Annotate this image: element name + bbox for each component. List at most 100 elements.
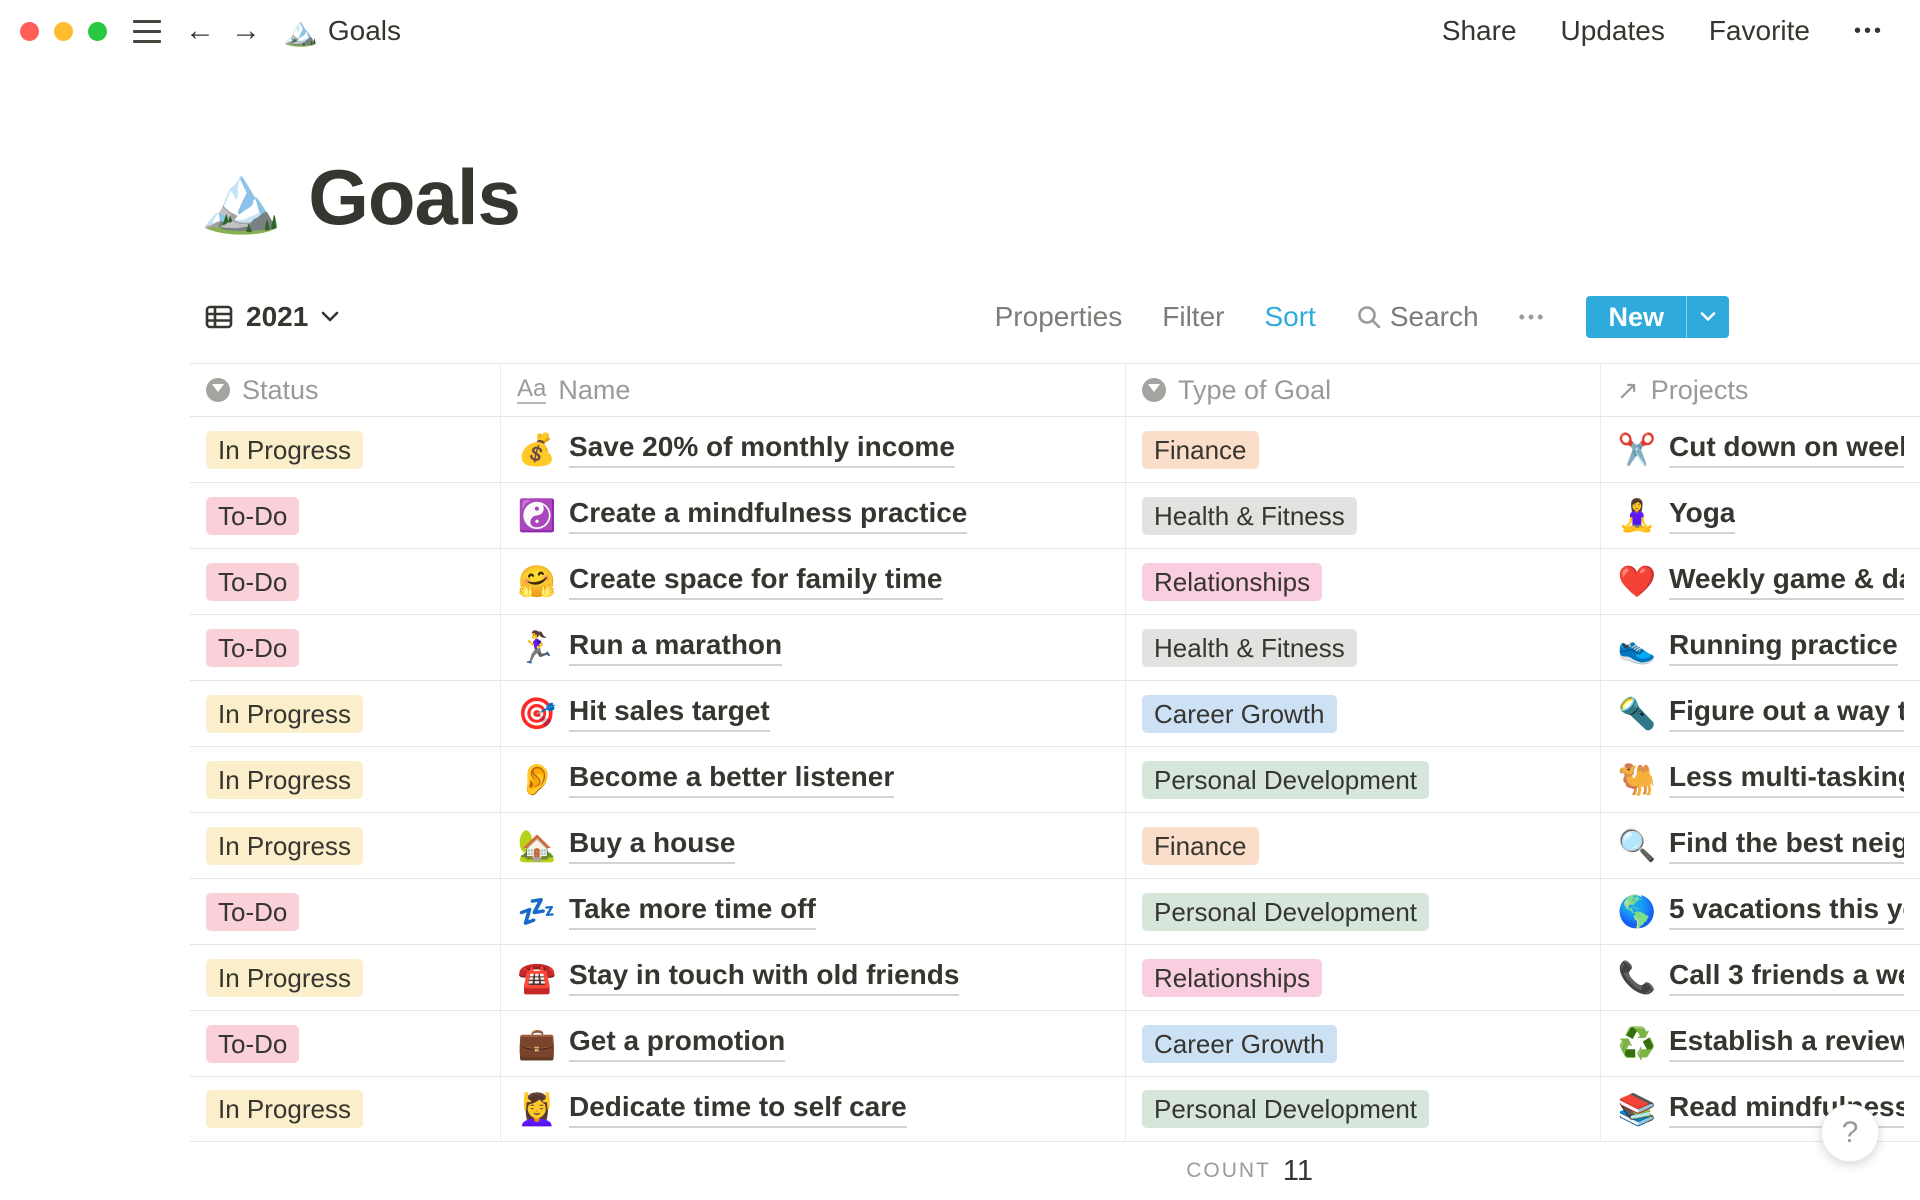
status-cell[interactable]: In Progress	[190, 681, 500, 746]
status-cell[interactable]: In Progress	[190, 945, 500, 1010]
share-button[interactable]: Share	[1441, 15, 1517, 46]
properties-button[interactable]: Properties	[994, 301, 1123, 332]
goal-page-link[interactable]: Become a better listener	[569, 761, 895, 798]
name-cell[interactable]: ☯️ Create a mindfulness practice	[500, 483, 1125, 548]
type-of-goal-cell[interactable]: Finance	[1125, 813, 1600, 878]
status-cell[interactable]: To-Do	[190, 615, 500, 680]
projects-cell[interactable]: 🧘‍♀️ Yoga	[1600, 483, 1920, 548]
projects-cell[interactable]: 🔦 Figure out a way to g	[1600, 681, 1920, 746]
projects-cell[interactable]: 🌎 5 vacations this yea	[1600, 879, 1920, 944]
type-badge[interactable]: Health & Fitness	[1142, 628, 1357, 667]
status-cell[interactable]: In Progress	[190, 1077, 500, 1141]
name-cell[interactable]: 🎯 Hit sales target	[500, 681, 1125, 746]
breadcrumb[interactable]: 🏔️ Goals	[283, 15, 401, 48]
status-cell[interactable]: To-Do	[190, 879, 500, 944]
projects-cell[interactable]: ♻️ Establish a review c	[1600, 1011, 1920, 1076]
project-page-link[interactable]: Less multi-tasking	[1669, 761, 1904, 798]
column-header-status[interactable]: Status	[190, 364, 500, 416]
status-badge[interactable]: In Progress	[206, 694, 363, 733]
project-page-link[interactable]: 5 vacations this yea	[1669, 893, 1904, 930]
status-cell[interactable]: To-Do	[190, 483, 500, 548]
page-emoji-icon[interactable]: 🏔️	[200, 160, 283, 235]
name-cell[interactable]: 💼 Get a promotion	[500, 1011, 1125, 1076]
type-badge[interactable]: Personal Development	[1142, 760, 1430, 799]
forward-arrow-icon[interactable]: →	[231, 14, 261, 47]
status-badge[interactable]: To-Do	[206, 562, 300, 601]
favorite-button[interactable]: Favorite	[1708, 15, 1810, 46]
project-page-link[interactable]: Call 3 friends a wee	[1669, 959, 1904, 996]
status-cell[interactable]: In Progress	[190, 813, 500, 878]
status-badge[interactable]: To-Do	[206, 892, 300, 931]
name-cell[interactable]: 🏡 Buy a house	[500, 813, 1125, 878]
type-badge[interactable]: Relationships	[1142, 958, 1323, 997]
goal-page-link[interactable]: Get a promotion	[569, 1025, 786, 1062]
view-options-icon[interactable]: •••	[1518, 306, 1547, 327]
name-cell[interactable]: 🏃‍♀️ Run a marathon	[500, 615, 1125, 680]
type-badge[interactable]: Career Growth	[1142, 1024, 1337, 1063]
name-cell[interactable]: 👂 Become a better listener	[500, 747, 1125, 812]
type-of-goal-cell[interactable]: Personal Development	[1125, 879, 1600, 944]
minimize-window-button[interactable]	[54, 21, 73, 41]
goal-page-link[interactable]: Take more time off	[569, 893, 816, 930]
back-arrow-icon[interactable]: ←	[185, 14, 215, 47]
type-of-goal-cell[interactable]: Personal Development	[1125, 1077, 1600, 1141]
type-of-goal-cell[interactable]: Relationships	[1125, 945, 1600, 1010]
name-cell[interactable]: 🤗 Create space for family time	[500, 549, 1125, 614]
type-badge[interactable]: Health & Fitness	[1142, 496, 1357, 535]
zoom-window-button[interactable]	[88, 21, 107, 41]
project-page-link[interactable]: Yoga	[1669, 497, 1736, 534]
projects-cell[interactable]: ✂️ Cut down on weekd	[1600, 417, 1920, 482]
new-button-chevron[interactable]	[1687, 296, 1729, 338]
name-cell[interactable]: 💤 Take more time off	[500, 879, 1125, 944]
projects-cell[interactable]: 📞 Call 3 friends a wee	[1600, 945, 1920, 1010]
status-badge[interactable]: In Progress	[206, 430, 363, 469]
goal-page-link[interactable]: Buy a house	[569, 827, 736, 864]
count-footer[interactable]: COUNT 11	[380, 1142, 1315, 1200]
updates-button[interactable]: Updates	[1560, 15, 1665, 46]
status-badge[interactable]: To-Do	[206, 628, 300, 667]
type-badge[interactable]: Personal Development	[1142, 892, 1430, 931]
more-options-icon[interactable]: •••	[1853, 19, 1884, 42]
close-window-button[interactable]	[20, 21, 39, 41]
type-badge[interactable]: Relationships	[1142, 562, 1323, 601]
column-header-type-of-goal[interactable]: Type of Goal	[1125, 364, 1600, 416]
type-of-goal-cell[interactable]: Career Growth	[1125, 1011, 1600, 1076]
new-button[interactable]: New	[1586, 296, 1729, 338]
type-badge[interactable]: Finance	[1142, 430, 1259, 469]
status-badge[interactable]: In Progress	[206, 826, 363, 865]
project-page-link[interactable]: Cut down on weekd	[1669, 431, 1904, 468]
type-of-goal-cell[interactable]: Personal Development	[1125, 747, 1600, 812]
type-of-goal-cell[interactable]: Finance	[1125, 417, 1600, 482]
goal-page-link[interactable]: Hit sales target	[569, 695, 770, 732]
sidebar-toggle-icon[interactable]	[133, 19, 161, 43]
goal-page-link[interactable]: Stay in touch with old friends	[569, 959, 960, 996]
column-header-name[interactable]: Aa Name	[500, 364, 1125, 416]
type-badge[interactable]: Finance	[1142, 826, 1259, 865]
status-cell[interactable]: In Progress	[190, 747, 500, 812]
status-badge[interactable]: To-Do	[206, 496, 300, 535]
project-page-link[interactable]: Running practice	[1669, 629, 1898, 666]
projects-cell[interactable]: 👟 Running practice	[1600, 615, 1920, 680]
name-cell[interactable]: 💆‍♀️ Dedicate time to self care	[500, 1077, 1125, 1141]
name-cell[interactable]: 💰 Save 20% of monthly income	[500, 417, 1125, 482]
type-of-goal-cell[interactable]: Health & Fitness	[1125, 483, 1600, 548]
type-badge[interactable]: Personal Development	[1142, 1090, 1430, 1128]
status-badge[interactable]: In Progress	[206, 760, 363, 799]
project-page-link[interactable]: Establish a review c	[1669, 1025, 1904, 1062]
search-button[interactable]: Search	[1356, 301, 1479, 333]
status-badge[interactable]: In Progress	[206, 958, 363, 997]
filter-button[interactable]: Filter	[1162, 301, 1225, 332]
status-cell[interactable]: To-Do	[190, 549, 500, 614]
projects-cell[interactable]: 🐫 Less multi-tasking	[1600, 747, 1920, 812]
project-page-link[interactable]: Find the best neighb	[1669, 827, 1904, 864]
name-cell[interactable]: ☎️ Stay in touch with old friends	[500, 945, 1125, 1010]
projects-cell[interactable]: ❤️ Weekly game & date	[1600, 549, 1920, 614]
view-switcher[interactable]: 2021	[190, 301, 340, 333]
goal-page-link[interactable]: Create a mindfulness practice	[569, 497, 968, 534]
project-page-link[interactable]: Weekly game & date	[1669, 563, 1904, 600]
goal-page-link[interactable]: Save 20% of monthly income	[569, 431, 955, 468]
status-cell[interactable]: To-Do	[190, 1011, 500, 1076]
goal-page-link[interactable]: Run a marathon	[569, 629, 783, 666]
type-badge[interactable]: Career Growth	[1142, 694, 1337, 733]
status-badge[interactable]: To-Do	[206, 1024, 300, 1063]
